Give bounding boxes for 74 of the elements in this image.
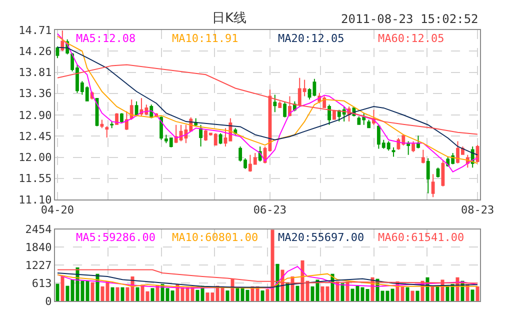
series-label: MA5:12.08 [76,32,136,45]
candlestick [406,140,410,156]
text: MA5:59286.00 [76,231,156,244]
candlestick [134,100,138,117]
candlestick [115,112,118,126]
y-tick-label: 12.90 [18,108,52,122]
candlestick [431,174,435,198]
text: MA20:55697.00 [278,231,364,244]
text: MA20:12.05 [278,32,344,45]
bar [156,286,160,301]
candlestick [367,119,371,129]
x-tick-label: 06-23 [253,204,287,217]
bar [56,284,60,301]
bar [406,287,410,301]
y-tick-label: 1840 [25,241,52,254]
candlestick [130,98,134,120]
bar [476,286,480,301]
text: MA60:61541.00 [378,231,464,244]
line-series [56,46,478,156]
bar [110,287,114,301]
y-tick-label: 13.81 [18,66,52,80]
bar [90,282,94,301]
bar [296,286,300,301]
y-tick-label: 0 [45,294,52,308]
candlestick [392,146,396,158]
y-tick-label: 2454 [25,223,52,236]
bar [120,287,124,301]
text: MA10:11.91 [172,32,238,45]
bar [136,287,140,301]
candlestick [441,160,445,187]
candlestick [120,112,124,124]
text: MA60:12.05 [378,32,444,45]
x-tick-label: 04-20 [40,204,74,217]
y-tick-label: 12.45 [18,130,52,143]
bar [416,290,420,301]
bar [150,288,154,301]
text: MA10:60801.00 [172,231,258,244]
bar [430,286,434,301]
candlestick [218,132,222,145]
bar [226,290,230,301]
bar [260,290,264,301]
y-tick-label: 613 [32,276,52,290]
y-tick-label: 11.55 [18,172,52,186]
candlestick [105,126,109,138]
candlestick [278,100,282,108]
y-tick-label: 14.26 [18,44,52,58]
bar [410,290,414,301]
candlestick [421,149,425,164]
candlestick [110,121,114,129]
bar [60,276,64,301]
y-tick-label: 14.71 [18,24,52,37]
candlestick [60,30,64,52]
candlestick [283,101,287,118]
bar [436,286,440,301]
bar [340,283,344,301]
candlestick [160,116,163,140]
y-tick-label: 11.10 [18,193,52,206]
x-tick-label: 08-23 [460,204,494,217]
y-tick-label: 12.00 [18,151,52,164]
bar [116,287,120,301]
candlestick [273,94,277,113]
candlestick [328,104,331,126]
text: 2011-08-23 15:02:52 [341,12,478,26]
candlestick [100,119,104,129]
y-tick-label: 1227 [25,258,52,272]
candlestick [332,109,336,120]
candlestick [124,110,128,131]
candlestick [416,135,420,149]
candlestick [426,158,430,194]
candlestick [412,140,415,153]
chart-title: 日K线 [212,11,247,26]
y-tick-label: 13.36 [18,87,52,100]
bar [470,290,474,301]
candlestick [199,124,202,147]
